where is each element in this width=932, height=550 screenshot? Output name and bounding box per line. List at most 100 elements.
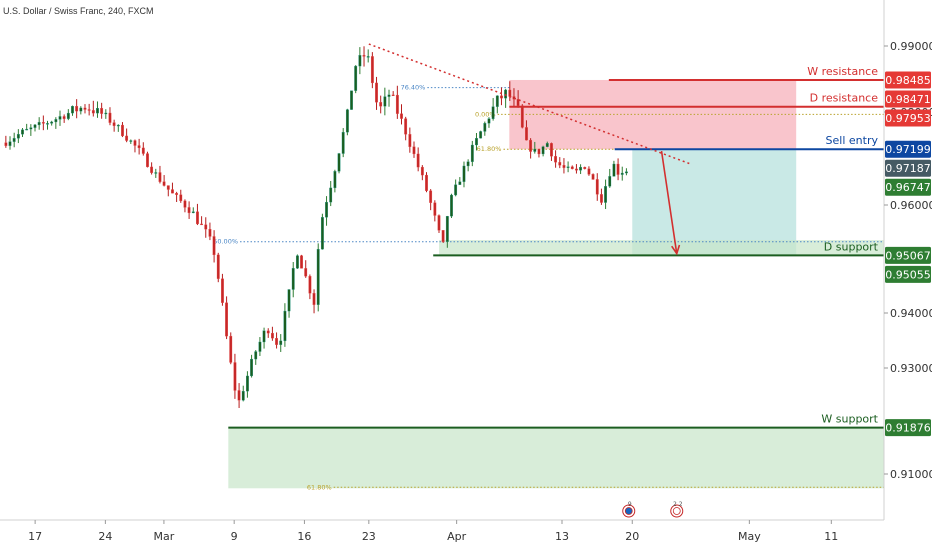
candle [25,128,29,131]
candle [341,132,345,154]
candle [233,362,237,391]
candle [400,113,403,119]
price-tag [885,140,931,158]
candle [466,161,470,167]
zones-layer [228,79,885,489]
candle [100,107,104,114]
candle [150,166,154,173]
candle [354,65,358,91]
time-tick-label: Apr [447,530,467,543]
candle [437,215,441,231]
candle [470,144,474,162]
price-tag [885,159,931,177]
candle [462,165,466,182]
candle [566,166,570,168]
candle [333,171,337,189]
candle [262,330,266,343]
candle [58,116,62,120]
candle [600,194,603,203]
price-tag-label: 0.95055 [885,268,931,281]
candle [166,185,170,190]
w-support-line-label: W support [821,413,878,426]
price-tags-layer: 0.98485 0.98471 0.97953 0.97199 0.97187 0.967… [885,71,931,437]
price-tag-label: 0.98471 [885,93,931,106]
time-tick-label: 11 [824,530,838,543]
candle [500,95,503,99]
fib-label-0: 76.40% [401,84,426,92]
price-tag-label: 0.97199 [885,143,931,156]
candle [533,148,537,152]
candle [316,249,320,305]
candle [71,105,74,114]
candle [570,166,574,170]
drawings-layer: 9 2 2 [368,43,692,518]
d-support-line-label: D support [824,240,879,253]
candle [308,276,312,294]
candle [312,293,316,305]
price-tag-label: 0.95067 [885,249,931,262]
candle [12,138,16,142]
candle [395,94,399,114]
candle [408,134,412,147]
candle [121,124,124,137]
us-flag-event-icon-badge: 9 [628,501,632,508]
candle [495,95,499,107]
candle [75,105,79,112]
candle [479,131,483,139]
candle [379,102,383,107]
candle [504,89,508,99]
candle [62,116,66,119]
candle [279,340,283,345]
dividend-event-icon-badge: 2 2 [673,501,683,508]
candle [412,146,416,155]
candle [391,94,395,97]
price-tick-label: 0.93000 [890,362,932,375]
candle [529,139,533,152]
time-tick-label: 20 [625,530,639,543]
candle [562,165,566,168]
candle [445,215,449,242]
fib-label-1: 0.00% [475,110,496,118]
dividend-event-icon-inner [672,507,681,515]
price-tick-label: 0.94000 [890,307,932,320]
candle [554,156,558,163]
candle [591,174,595,180]
candle [283,310,287,342]
time-axis[interactable]: 17 24 Mar 9 16 23 Apr 13 20 May 11 [28,520,838,543]
candle [370,56,374,84]
candle [441,230,445,242]
candle [137,145,141,149]
candle [221,278,224,303]
candle [583,166,587,169]
candle [491,106,495,119]
candle [375,82,378,103]
candle [604,186,607,203]
projection-arrow-head [671,244,681,256]
candle [558,162,562,166]
candle [541,146,545,155]
candle [87,109,91,111]
candle [208,229,212,237]
price-tag-label: 0.98485 [885,74,931,87]
fib-label-4: 61.80% [307,483,332,491]
candle [29,127,33,130]
candle [387,94,391,97]
price-tag [885,71,931,89]
price-tag [885,246,931,264]
candle [8,141,12,146]
candle [21,129,24,135]
candle [266,330,270,334]
candle [246,375,249,392]
candle [37,122,41,126]
time-tick-label: 9 [231,530,238,543]
candle [4,142,8,146]
time-tick-label: May [738,530,761,543]
candle [275,338,278,345]
price-tag [885,90,931,108]
candle [508,89,512,97]
time-tick-label: 13 [555,530,569,543]
axes-layer [0,0,885,521]
candle [620,172,624,175]
